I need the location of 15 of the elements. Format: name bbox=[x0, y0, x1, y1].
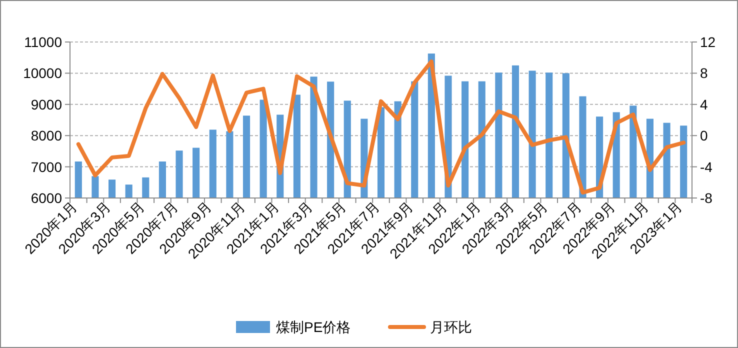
y-tick-label: 9000 bbox=[30, 96, 62, 112]
y-tick-label: 11000 bbox=[24, 34, 62, 50]
y-tick-label: 7000 bbox=[30, 158, 62, 175]
line-series bbox=[76, 60, 686, 195]
legend-label: 月环比 bbox=[430, 319, 472, 335]
y-tick-label: 8000 bbox=[30, 128, 62, 144]
y2-tick-label: -4 bbox=[700, 158, 713, 175]
legend-label: 煤制PE价格 bbox=[276, 319, 351, 335]
y2-tick-label: 8 bbox=[700, 65, 708, 82]
y-tick-label: 10000 bbox=[23, 65, 62, 82]
y2-tick-label: 4 bbox=[700, 96, 708, 112]
y2-tick-label: 12 bbox=[700, 34, 716, 50]
y-tick-label: 6000 bbox=[30, 190, 62, 206]
y2-tick-label: -8 bbox=[700, 190, 713, 206]
y2-tick-label: 0 bbox=[700, 128, 708, 144]
